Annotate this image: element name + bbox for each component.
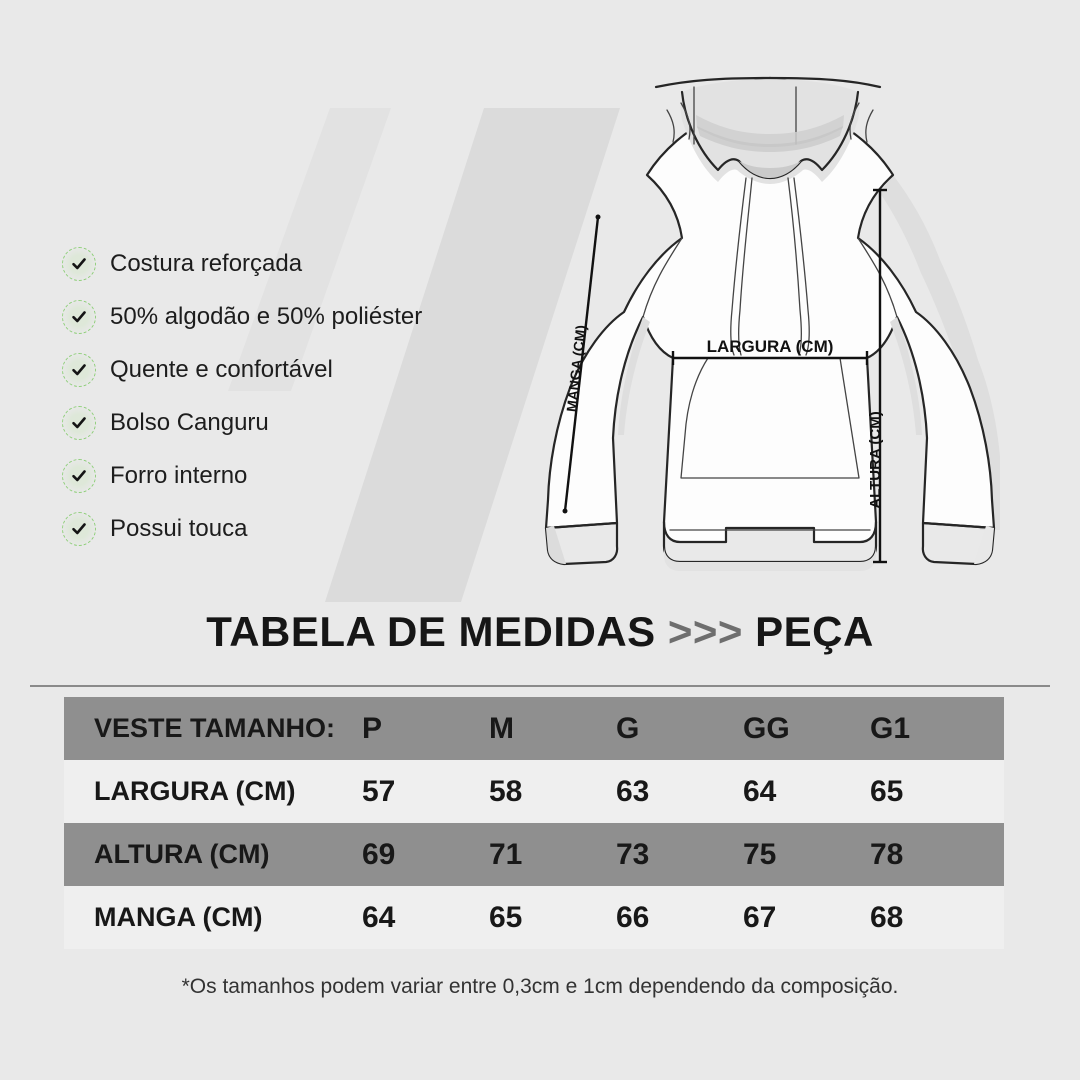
svg-text:LARGURA (CM): LARGURA (CM) bbox=[707, 337, 834, 356]
svg-text:ALTURA (CM): ALTURA (CM) bbox=[867, 411, 884, 508]
